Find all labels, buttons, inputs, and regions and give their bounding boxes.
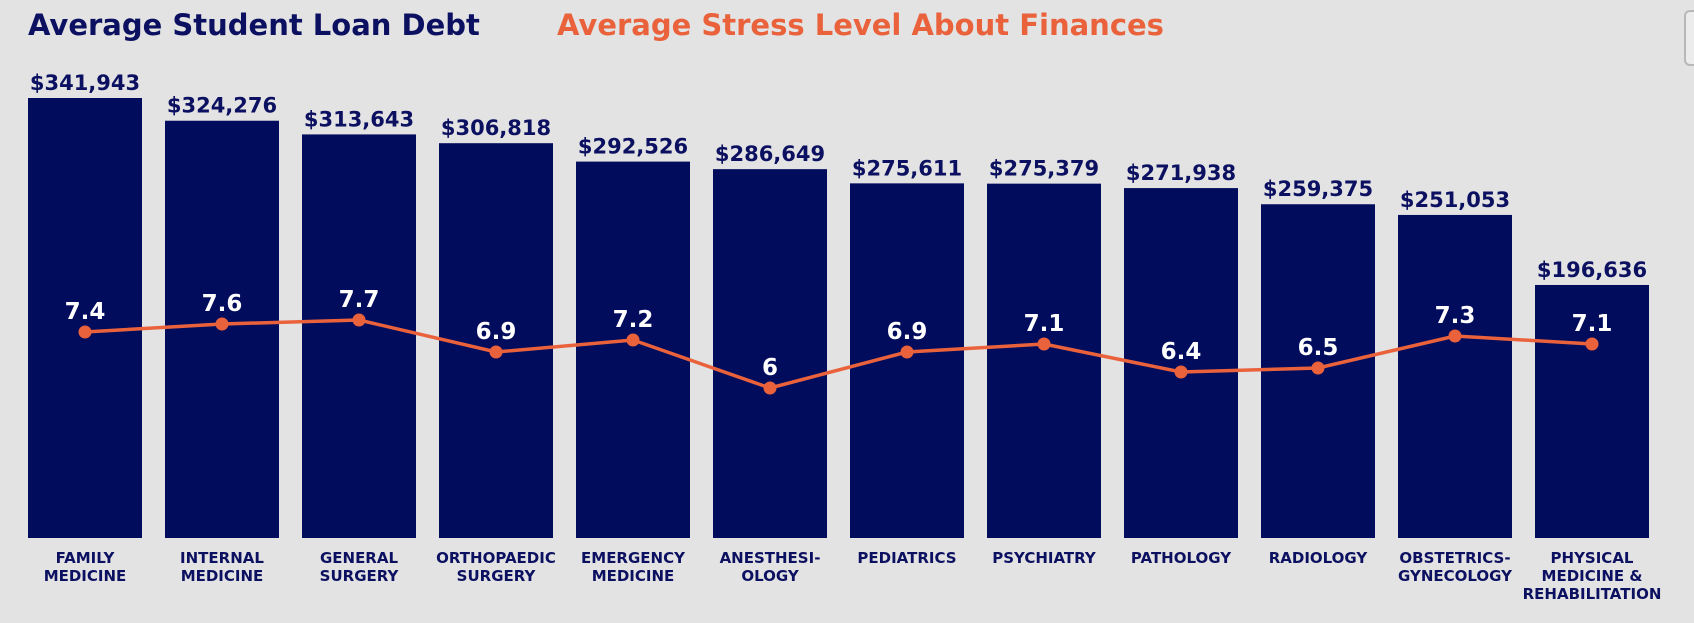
debt-bar [1535,284,1649,538]
debt-value-label: $271,938 [1126,161,1236,185]
category-label: PATHOLOGY [1131,549,1232,567]
stress-point [1174,365,1188,379]
debt-value-label: $286,649 [715,142,825,166]
stress-value-label: 6.9 [887,319,928,345]
legend-debt-label: Average Student Loan Debt [28,8,480,42]
category-label: RADIOLOGY [1269,549,1369,567]
stress-point [489,345,503,359]
debt-bar [28,98,142,538]
debt-bar [987,183,1101,539]
window-edge-handle [1684,10,1694,66]
category-label: INTERNAL MEDICINE [180,549,264,585]
stress-point [352,313,366,327]
legend-stress-label: Average Stress Level About Finances [557,8,1164,42]
stress-value-label: 7.1 [1024,311,1065,337]
stress-value-label: 7.7 [339,287,380,313]
debt-value-label: $306,818 [441,116,551,140]
debt-bar [302,134,416,539]
stress-point [1448,329,1462,343]
bars-layer [28,98,1649,539]
category-label: GENERAL SURGERY [320,549,400,585]
stress-point [215,317,229,331]
debt-value-label: $324,276 [167,94,277,118]
labels-layer: $341,943 FAMILY MEDICINE $324,276 INTERNAL ME… [30,71,1662,603]
debt-bar [713,169,827,539]
stress-value-label: 6 [762,355,778,381]
debt-bar [1398,214,1512,539]
stress-value-label: 6.9 [476,319,517,345]
debt-value-label: $292,526 [578,135,688,159]
stress-value-label: 7.2 [613,307,654,333]
stress-value-label: 7.4 [65,299,106,325]
category-label: OBSTETRICS-GYNECOLOGY [1398,549,1513,585]
stress-point [1311,361,1325,375]
category-label: ANESTHESI-OLOGY [720,549,821,585]
stress-point [1585,337,1599,351]
category-label: PSYCHIATRY [992,549,1097,567]
category-label: EMERGENCY MEDICINE [581,549,686,585]
stress-point [900,345,914,359]
category-label: ORTHOPAEDIC SURGERY [436,549,556,585]
stress-point [763,381,777,395]
debt-value-label: $275,611 [852,156,962,180]
stress-value-label: 6.5 [1298,335,1339,361]
debt-value-label: $275,379 [989,157,1099,181]
stress-value-label: 7.1 [1572,311,1613,337]
debt-value-label: $251,053 [1400,188,1510,212]
category-label: PHYSICAL MEDICINE & REHABILITATION [1523,549,1662,603]
debt-value-label: $196,636 [1537,258,1647,282]
stress-value-label: 7.6 [202,291,243,317]
stress-value-label: 7.3 [1435,303,1476,329]
stress-line-layer [78,313,1599,395]
stress-value-label: 6.4 [1161,339,1202,365]
stress-point [626,333,640,347]
category-label: FAMILY MEDICINE [44,549,127,585]
debt-bar [576,161,690,539]
stress-point [78,325,92,339]
debt-bar [439,143,553,539]
stress-point [1037,337,1051,351]
debt-value-label: $341,943 [30,71,140,95]
stress-line [84,318,1593,390]
category-label: PEDIATRICS [857,549,956,567]
debt-value-label: $313,643 [304,107,414,131]
debt-value-label: $259,375 [1263,177,1373,201]
